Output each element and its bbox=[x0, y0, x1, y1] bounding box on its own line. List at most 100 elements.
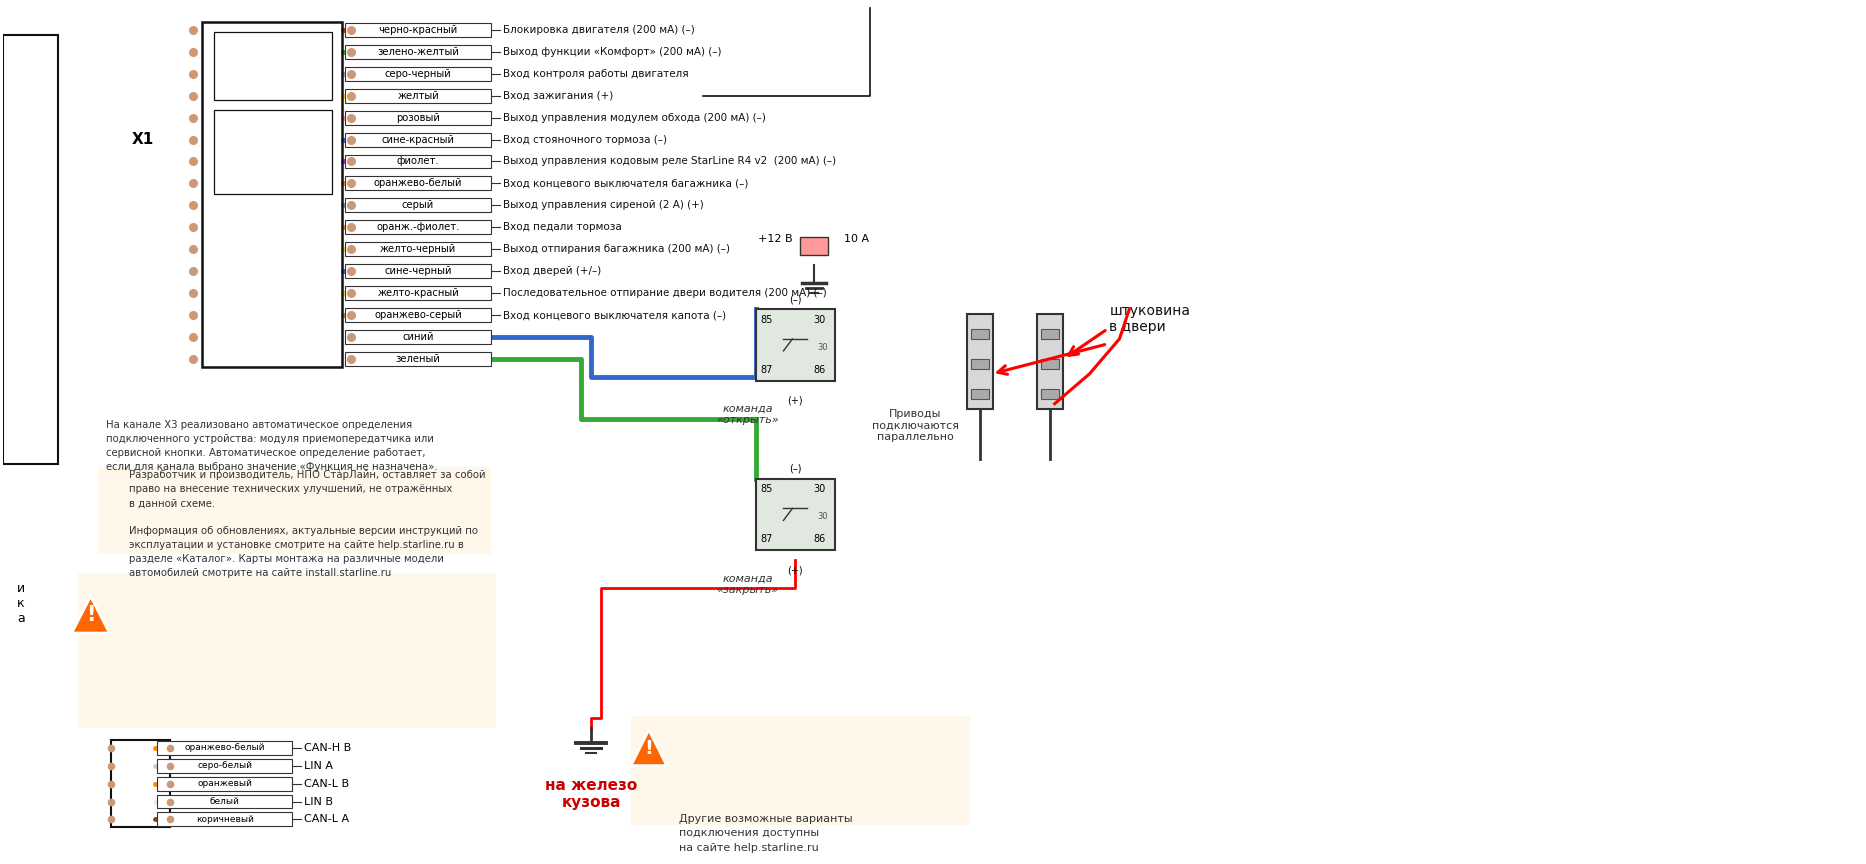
Bar bbox=[157, 740, 291, 754]
Text: Вход зажигания (+): Вход зажигания (+) bbox=[504, 91, 614, 101]
Text: Вход педали тормоза: Вход педали тормоза bbox=[504, 222, 621, 232]
Text: Вход контроля работы двигателя: Вход контроля работы двигателя bbox=[504, 69, 689, 79]
Text: оранжево-белый: оранжево-белый bbox=[185, 743, 265, 753]
Text: CAN-L A: CAN-L A bbox=[304, 815, 349, 824]
Bar bbox=[345, 220, 491, 234]
Text: Вход концевого выключателя капота (–): Вход концевого выключателя капота (–) bbox=[504, 310, 726, 320]
Bar bbox=[345, 199, 491, 213]
Bar bbox=[345, 132, 491, 147]
Text: Выход управления сиреной (2 А) (+): Выход управления сиреной (2 А) (+) bbox=[504, 200, 703, 210]
Text: синий: синий bbox=[403, 332, 435, 342]
Text: Выход управления модулем обхода (200 мА) (–): Выход управления модулем обхода (200 мА)… bbox=[504, 112, 767, 123]
Bar bbox=[157, 759, 291, 772]
Text: X1: X1 bbox=[131, 132, 153, 147]
Text: коричневый: коричневый bbox=[196, 815, 254, 824]
Bar bbox=[345, 89, 491, 103]
Text: желто-красный: желто-красный bbox=[377, 288, 459, 298]
Bar bbox=[345, 155, 491, 168]
Text: На канале Х3 реализовано автоматическое определения
подключенного устройства: мо: На канале Х3 реализовано автоматическое … bbox=[106, 420, 437, 472]
Bar bbox=[110, 740, 170, 828]
Text: Вход стояночного тормоза (–): Вход стояночного тормоза (–) bbox=[504, 135, 668, 144]
Text: Выход отпирания багажника (200 мА) (–): Выход отпирания багажника (200 мА) (–) bbox=[504, 245, 730, 254]
Bar bbox=[345, 176, 491, 190]
Text: команда
«закрыть»: команда «закрыть» bbox=[717, 573, 778, 594]
Text: Приводы
подключаются
параллельно: Приводы подключаются параллельно bbox=[871, 409, 959, 442]
Text: зеленый: зеленый bbox=[396, 354, 440, 364]
Text: зелено-желтый: зелено-желтый bbox=[377, 47, 459, 57]
Bar bbox=[97, 467, 491, 555]
Bar bbox=[157, 795, 291, 809]
Bar bbox=[345, 45, 491, 59]
Bar bbox=[78, 573, 496, 727]
Text: Блокировка двигателя (200 мА) (–): Блокировка двигателя (200 мА) (–) bbox=[504, 25, 694, 35]
Text: на железо
кузова: на железо кузова bbox=[545, 778, 636, 810]
Text: 30: 30 bbox=[817, 512, 829, 521]
Text: LIN B: LIN B bbox=[304, 797, 332, 806]
Bar bbox=[345, 286, 491, 300]
Text: CAN-H B: CAN-H B bbox=[304, 743, 351, 753]
Bar bbox=[970, 359, 989, 369]
Bar bbox=[631, 715, 970, 825]
Text: Выход функции «Комфорт» (200 мА) (–): Выход функции «Комфорт» (200 мА) (–) bbox=[504, 47, 722, 57]
Text: 87: 87 bbox=[761, 365, 773, 375]
Text: желто-черный: желто-черный bbox=[381, 245, 455, 254]
Bar bbox=[970, 389, 989, 399]
Bar bbox=[345, 23, 491, 37]
Text: CAN-L B: CAN-L B bbox=[304, 778, 349, 789]
Text: сине-красный: сине-красный bbox=[381, 135, 455, 144]
Text: 10 А: 10 А bbox=[843, 234, 870, 245]
Text: 86: 86 bbox=[814, 534, 825, 544]
FancyArrowPatch shape bbox=[998, 345, 1105, 374]
Text: белый: белый bbox=[209, 797, 239, 806]
Bar bbox=[756, 309, 836, 381]
Bar bbox=[970, 329, 989, 339]
Text: черно-красный: черно-красный bbox=[379, 25, 457, 35]
Text: 30: 30 bbox=[814, 315, 825, 325]
Text: Вход дверей (+/–): Вход дверей (+/–) bbox=[504, 266, 601, 276]
Text: (–): (–) bbox=[789, 463, 802, 473]
Bar bbox=[345, 330, 491, 344]
Polygon shape bbox=[631, 730, 666, 766]
Text: серо-белый: серо-белый bbox=[198, 761, 252, 770]
Bar bbox=[157, 777, 291, 791]
Text: Другие возможные варианты
подключения доступны
на сайте help.starline.ru: Другие возможные варианты подключения до… bbox=[679, 814, 853, 853]
Bar bbox=[967, 314, 993, 409]
Bar bbox=[215, 32, 332, 99]
Text: !: ! bbox=[86, 605, 95, 625]
Bar bbox=[157, 812, 291, 827]
Bar bbox=[345, 111, 491, 124]
Text: и
к
а: и к а bbox=[17, 581, 24, 625]
Bar bbox=[345, 308, 491, 322]
Bar bbox=[345, 264, 491, 278]
Text: LIN A: LIN A bbox=[304, 760, 332, 771]
Bar bbox=[202, 22, 341, 367]
FancyArrowPatch shape bbox=[1069, 331, 1105, 355]
Text: Разработчик и производитель, НПО СтарЛайн, оставляет за собой
право на внесение : Разработчик и производитель, НПО СтарЛай… bbox=[129, 470, 485, 578]
Text: (+): (+) bbox=[787, 396, 802, 406]
Text: Выход управления кодовым реле StarLine R4 v2  (200 мА) (–): Выход управления кодовым реле StarLine R… bbox=[504, 156, 836, 167]
Text: Последовательное отпирание двери водителя (200 мА) (–): Последовательное отпирание двери водител… bbox=[504, 288, 827, 298]
Text: команда
«открыть»: команда «открыть» bbox=[717, 403, 778, 425]
Bar bbox=[1041, 329, 1058, 339]
Text: (–): (–) bbox=[789, 294, 802, 304]
Bar bbox=[215, 110, 332, 194]
Text: 85: 85 bbox=[761, 315, 773, 325]
Text: (+): (+) bbox=[787, 565, 802, 575]
Text: 87: 87 bbox=[761, 534, 773, 544]
Text: +12 В: +12 В bbox=[758, 234, 793, 245]
Text: фиолет.: фиолет. bbox=[397, 156, 439, 167]
Bar bbox=[345, 67, 491, 80]
Text: сине-черный: сине-черный bbox=[384, 266, 452, 276]
Text: оранжевый: оранжевый bbox=[198, 779, 252, 788]
Bar bbox=[1041, 359, 1058, 369]
Text: 30: 30 bbox=[814, 485, 825, 494]
Bar bbox=[4, 35, 58, 464]
Text: 30: 30 bbox=[817, 343, 829, 352]
Text: оранжево-серый: оранжево-серый bbox=[375, 310, 463, 320]
Bar bbox=[756, 479, 836, 550]
Text: серо-черный: серо-черный bbox=[384, 69, 452, 79]
Bar bbox=[801, 238, 829, 255]
Text: розовый: розовый bbox=[396, 112, 440, 123]
Bar bbox=[345, 242, 491, 257]
Text: оранж.-фиолет.: оранж.-фиолет. bbox=[377, 222, 459, 232]
